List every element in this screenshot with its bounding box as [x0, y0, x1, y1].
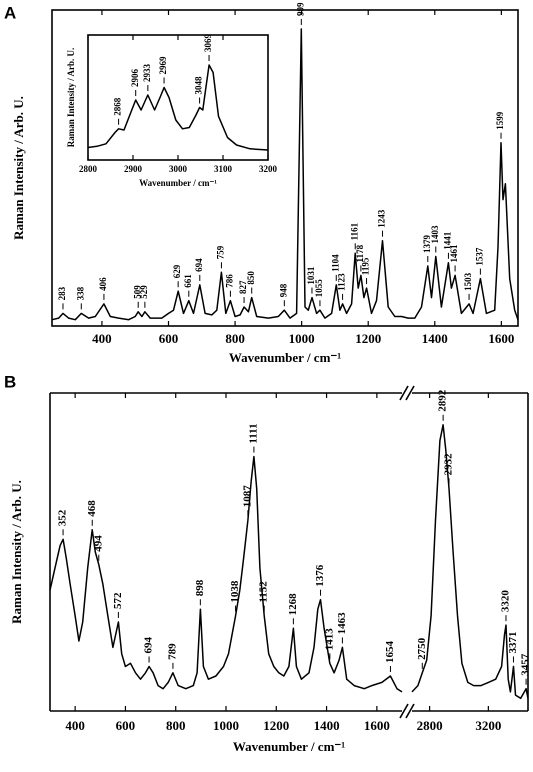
- peak-label: 2933: [142, 64, 152, 83]
- peak-label: 786: [224, 274, 234, 288]
- peak-label: 1161: [349, 222, 359, 240]
- axis-break: [399, 703, 409, 719]
- x-tick-label: 400: [92, 331, 112, 346]
- peak-label: 1413: [323, 628, 335, 651]
- peak-label: 529: [139, 285, 149, 299]
- peak-label: 694: [143, 636, 155, 653]
- inset-background: [88, 35, 268, 160]
- peak-label: 898: [194, 579, 206, 596]
- peak-label: 2868: [113, 97, 123, 116]
- x-axis-label: Wavenumber / cm⁻¹: [233, 739, 345, 754]
- peak-label: 1087: [241, 485, 253, 508]
- x-tick-label: 1000: [289, 331, 315, 346]
- x-tick-label: 2800: [79, 164, 98, 174]
- axis-break: [405, 385, 415, 401]
- x-tick-label: 800: [166, 718, 186, 733]
- spectrum-line: [49, 455, 403, 693]
- x-tick-label: 600: [116, 718, 136, 733]
- peak-label: 1152: [258, 581, 270, 603]
- peak-label: 850: [246, 271, 256, 285]
- peak-label: 2932: [443, 453, 455, 476]
- peak-label: 1599: [495, 111, 505, 130]
- x-tick-label: 1200: [263, 718, 289, 733]
- x-tick-label: 1600: [488, 331, 514, 346]
- peak-label: 1376: [314, 564, 326, 587]
- peak-label: 1441: [442, 231, 452, 250]
- peak-label: 789: [166, 643, 178, 660]
- peak-label: 1243: [377, 209, 387, 228]
- peak-label: 1463: [336, 612, 348, 635]
- peak-label: 1123: [337, 273, 347, 291]
- peak-label: 1403: [430, 225, 440, 244]
- x-tick-label: 800: [225, 331, 245, 346]
- peak-label: 999: [295, 2, 305, 16]
- spectrum-line: [411, 424, 529, 700]
- spectrum-line: [51, 28, 519, 321]
- peak-label: 1111: [247, 423, 259, 443]
- peak-label: 1268: [287, 593, 299, 616]
- x-tick-label: 400: [65, 718, 85, 733]
- x-tick-label: 1200: [355, 331, 381, 346]
- peak-label: 1055: [314, 279, 324, 298]
- peak-label: 572: [112, 592, 124, 609]
- peak-label: 1031: [306, 266, 316, 285]
- spectrum-line: [87, 64, 269, 151]
- peak-label: 827: [238, 280, 248, 294]
- x-tick-label: 3200: [475, 718, 501, 733]
- peak-label: 509: [132, 285, 142, 299]
- peak-label: 3320: [500, 590, 512, 613]
- peak-label: 2750: [416, 637, 428, 660]
- y-axis-label: Raman Intensity / Arb. U.: [9, 480, 24, 624]
- peak-label: 3457: [520, 653, 532, 676]
- peak-label: 1654: [384, 641, 396, 664]
- x-tick-label: 3100: [214, 164, 233, 174]
- peak-label: 3371: [507, 631, 519, 653]
- peak-label: 2969: [158, 56, 168, 75]
- panel-label: A: [4, 3, 16, 22]
- x-axis-label: Wavenumber / cm⁻¹: [229, 350, 341, 365]
- peak-label: 3048: [194, 76, 204, 95]
- peak-label: 468: [86, 500, 98, 517]
- peak-label: 1503: [463, 272, 473, 291]
- peak-label: 2892: [437, 389, 449, 412]
- peak-label: 694: [194, 258, 204, 272]
- x-tick-label: 1400: [422, 331, 448, 346]
- y-axis-label: Raman Intensity / Arb. U.: [66, 48, 76, 148]
- peak-label: 3069: [203, 34, 213, 53]
- peak-label: 494: [92, 535, 104, 552]
- peak-label: 2906: [130, 69, 140, 88]
- x-tick-label: 2800: [417, 718, 443, 733]
- x-tick-label: 2900: [124, 164, 143, 174]
- axis-break: [399, 385, 409, 401]
- peak-label: 283: [57, 286, 67, 300]
- x-tick-label: 1400: [314, 718, 340, 733]
- x-tick-label: 1000: [213, 718, 239, 733]
- x-axis-label: Wavenumber / cm⁻¹: [139, 178, 217, 188]
- peak-label: 1104: [330, 254, 340, 272]
- peak-label: 661: [183, 274, 193, 288]
- axis-break: [405, 703, 415, 719]
- peak-label: 1178: [355, 244, 365, 262]
- y-axis-label: Raman Intensity / Arb. U.: [11, 96, 26, 240]
- x-tick-label: 3000: [169, 164, 188, 174]
- peak-label: 1537: [474, 247, 484, 266]
- peak-label: 948: [278, 283, 288, 297]
- peak-label: 629: [172, 264, 182, 278]
- peak-label: 1195: [361, 257, 371, 275]
- peak-label: 759: [215, 245, 225, 259]
- peak-label: 1379: [422, 234, 432, 253]
- plot-frame: [51, 9, 519, 327]
- x-tick-label: 1600: [364, 718, 390, 733]
- peak-label: 1461: [449, 244, 459, 263]
- x-tick-label: 3200: [259, 164, 278, 174]
- peak-label: 1038: [229, 580, 241, 603]
- panel-label: B: [4, 372, 16, 391]
- peak-label: 406: [98, 277, 108, 291]
- peak-label: 352: [57, 509, 69, 526]
- x-tick-label: 600: [159, 331, 179, 346]
- peak-label: 338: [75, 286, 85, 300]
